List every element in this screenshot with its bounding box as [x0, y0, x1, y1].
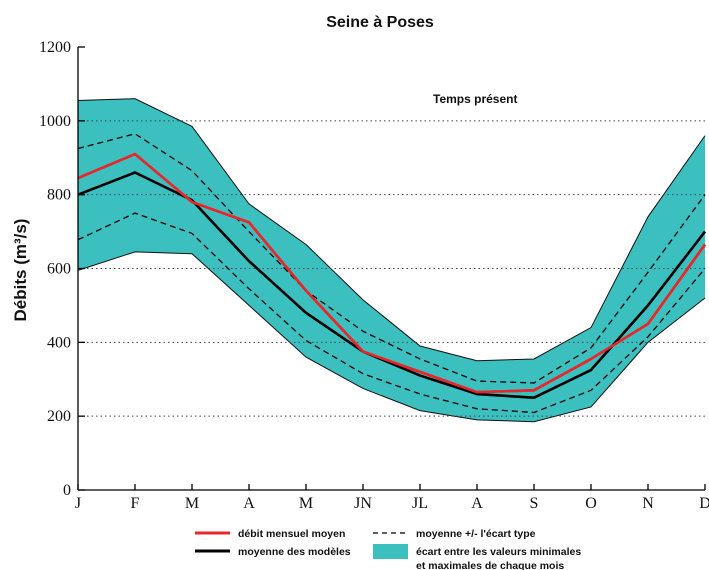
legend-label-band-line1: écart entre les valeurs minimales — [416, 546, 581, 558]
x-tick-label-4: M — [299, 495, 313, 512]
y-tick-label-800: 800 — [47, 187, 71, 204]
series-line-3 — [77, 212, 706, 414]
band-min-line — [77, 251, 706, 423]
y-tick-label-600: 600 — [47, 261, 71, 278]
legend: débit mensuel moyen moyenne des modèles … — [195, 528, 581, 570]
series-line-mean-flow-top — [77, 152, 707, 394]
y-tick-label-1000: 1000 — [39, 113, 71, 130]
x-tick-label-8: S — [530, 495, 539, 512]
y-axis-label: Débits (m³/s) — [11, 219, 30, 322]
x-tick-label-0: J — [75, 495, 81, 512]
legend-label-std-dev: moyenne +/- l'écart type — [416, 528, 536, 540]
y-tick-label-1200: 1200 — [39, 39, 71, 56]
x-tick-label-1: F — [131, 495, 140, 512]
band-max-line — [77, 98, 706, 362]
x-tick-label-11: D — [699, 495, 709, 512]
x-tick-label-5: JN — [354, 495, 372, 512]
annotation-temps-present: Temps présent — [433, 92, 517, 106]
y-tick-label-0: 0 — [63, 482, 71, 499]
legend-label-band-line2: et maximales de chaque mois — [416, 560, 564, 570]
plot-area: 0 200 400 600 800 1000 1200 J F M A M JN JL A S O N D — [39, 39, 709, 512]
legend-swatch-band — [373, 544, 408, 559]
chart-title: Seine à Poses — [326, 14, 434, 31]
x-tick-label-3: A — [243, 495, 255, 512]
legend-label-model-mean: moyenne des modèles — [238, 546, 351, 558]
legend-label-mean-flow: débit mensuel moyen — [238, 528, 345, 540]
y-tick-label-400: 400 — [47, 334, 71, 351]
x-tick-label-6: JL — [412, 495, 428, 512]
x-tick-label-10: N — [642, 495, 654, 512]
x-tick-label-7: A — [471, 495, 483, 512]
x-tick-label-9: O — [585, 495, 597, 512]
band-area — [78, 98, 705, 422]
x-tick-label-2: M — [185, 495, 199, 512]
series-line-2 — [77, 133, 706, 384]
y-tick-label-200: 200 — [47, 408, 71, 425]
